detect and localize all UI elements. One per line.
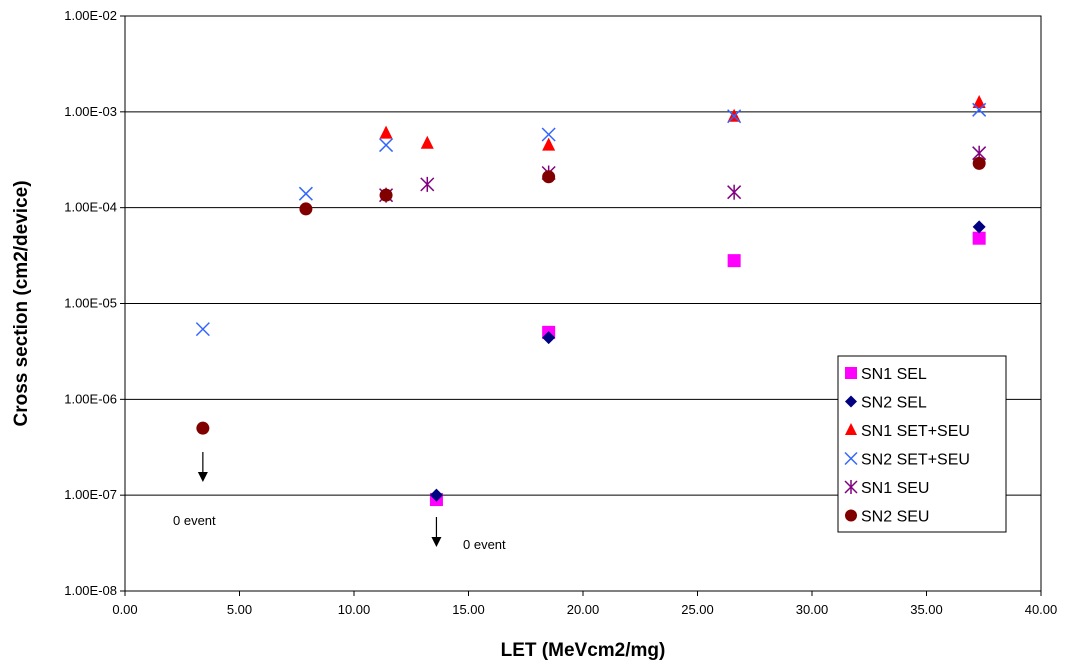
series-6: [196, 156, 986, 435]
data-point: [379, 125, 393, 139]
x-axis-title: LET (MeVcm2/mg): [501, 640, 666, 661]
legend-marker: [844, 451, 858, 466]
legend: SN1 SEL SN2 SEL SN1 SET+SEU SN2 SET+SEU SN1 …: [837, 355, 1007, 533]
y-tick-label: 1.00E-05: [64, 296, 117, 311]
legend-label: SN2 SET+SEU: [861, 452, 970, 469]
x-tick-label: 10.00: [338, 602, 371, 617]
y-axis-ticks: 1.00E-08 1.00E-07 1.00E-06 1.00E-05 1.00E-04…: [64, 8, 125, 598]
data-point: [727, 109, 742, 124]
x-tick-label: 35.00: [910, 602, 943, 617]
data-point: [379, 138, 394, 153]
legend-marker: [844, 480, 858, 494]
data-point: [541, 127, 556, 142]
legend-marker: [845, 509, 857, 522]
data-point: [298, 186, 313, 201]
y-tick-label: 1.00E-08: [64, 583, 117, 598]
data-point: [379, 188, 393, 202]
x-tick-label: 40.00: [1025, 602, 1058, 617]
y-tick-label: 1.00E-03: [64, 104, 117, 119]
x-tick-label: 30.00: [796, 602, 829, 617]
x-tick-label: 5.00: [227, 602, 252, 617]
legend-marker: [845, 423, 857, 435]
data-point: [542, 137, 556, 151]
data-point: [972, 220, 986, 234]
series-2: [429, 220, 986, 502]
legend-label: SN1 SEU: [861, 480, 929, 497]
data-point: [972, 95, 986, 109]
data-point: [727, 184, 742, 200]
x-tick-label: 15.00: [452, 602, 485, 617]
legend-marker: [845, 395, 857, 408]
data-point: [420, 135, 434, 149]
data-point: [299, 202, 313, 216]
data-point: [972, 231, 986, 245]
data-point: [420, 176, 435, 192]
annotation-label: 0 event: [463, 537, 506, 552]
legend-label: SN1 SET+SEU: [861, 423, 970, 440]
x-tick-label: 0.00: [112, 602, 137, 617]
annotation-label: 0 event: [173, 513, 216, 528]
y-tick-label: 1.00E-06: [64, 391, 117, 406]
annotation-arrowhead: [197, 472, 208, 482]
data-point: [195, 322, 210, 337]
legend-label: SN2 SEL: [861, 395, 927, 412]
y-axis-title: Cross section (cm2/device): [11, 180, 32, 426]
x-tick-label: 25.00: [681, 602, 714, 617]
data-points: [195, 95, 987, 507]
legend-box: [837, 355, 1007, 533]
legend-label: SN2 SEU: [861, 509, 929, 526]
annotation-arrowhead: [431, 537, 442, 547]
data-point: [542, 170, 556, 184]
y-tick-label: 1.00E-07: [64, 487, 117, 502]
data-point: [972, 156, 986, 170]
data-point: [542, 331, 556, 345]
annotations: 0 event 0 event: [173, 452, 506, 552]
data-point: [429, 488, 443, 502]
y-tick-label: 1.00E-04: [64, 200, 117, 215]
x-axis-ticks: 0.00 5.00 10.00 15.00 20.00 25.00 30.00 35.00 40…: [112, 591, 1057, 617]
legend-marker: [845, 367, 857, 379]
data-point: [727, 254, 741, 268]
x-tick-label: 20.00: [567, 602, 600, 617]
series-4: [195, 102, 987, 337]
data-point: [196, 421, 210, 435]
data-point: [972, 102, 987, 117]
y-tick-label: 1.00E-02: [64, 8, 117, 23]
legend-label: SN1 SEL: [861, 366, 927, 383]
